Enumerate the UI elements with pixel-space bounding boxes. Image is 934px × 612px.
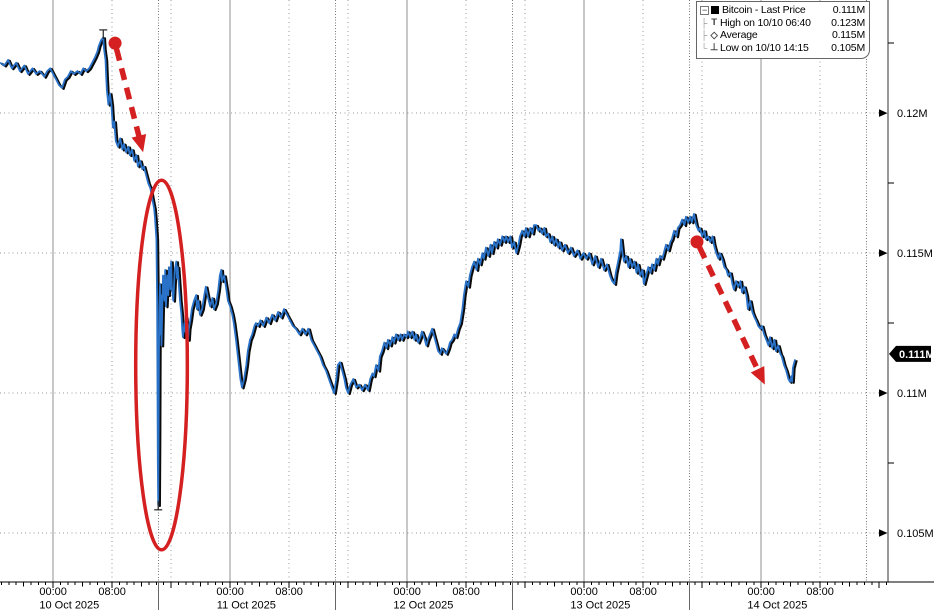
high-low-markers (99, 29, 163, 511)
average-marker-icon: ◇ (710, 29, 718, 41)
decline-arrow-annotation (690, 235, 765, 385)
last-price-badge-label: 0.111M (899, 349, 934, 361)
legend-item-label: Low on 10/10 14:15 (720, 41, 809, 54)
y-tick-label: 0.11M (897, 388, 927, 400)
legend-item-average[interactable]: ├ ◇ Average 0.115M (700, 29, 865, 42)
crash-arrow-annotation (108, 36, 147, 153)
x-time-label: 00:00 (393, 586, 421, 598)
legend-item-value: 0.105M (831, 41, 865, 54)
legend-item-last-price[interactable]: − Bitcoin - Last Price 0.111M (700, 4, 865, 17)
x-time-label: 00:00 (747, 586, 775, 598)
y-tick-label: 0.105M (897, 528, 934, 540)
x-time-label: 08:00 (98, 586, 126, 598)
crash-ellipse-annotation (133, 178, 190, 552)
x-date-label: 14 Oct 2025 (747, 600, 807, 612)
x-axis-labels: 00:00 08:00 10 Oct 2025 00:00 08:00 11 Oct 20… (0, 582, 888, 612)
x-time-label: 08:00 (275, 586, 303, 598)
legend-tree-branch: └ (700, 42, 708, 53)
y-axis-labels: 0.12M 0.115M 0.11M 0.105M (879, 42, 934, 540)
x-date-label: 13 Oct 2025 (570, 600, 630, 612)
legend-item-value: 0.123M (831, 16, 865, 29)
annotations (108, 36, 765, 552)
series-swatch-icon (711, 6, 719, 15)
axes (0, 0, 934, 583)
x-time-label: 00:00 (216, 586, 244, 598)
x-time-label: 08:00 (452, 586, 480, 598)
legend-item-low[interactable]: └ ⊥ Low on 10/10 14:15 0.105M (700, 42, 865, 55)
legend-tree-branch: ├ (700, 17, 708, 28)
x-time-label: 00:00 (570, 586, 598, 598)
x-date-label: 10 Oct 2025 (39, 600, 99, 612)
legend-item-high[interactable]: ├ T High on 10/10 06:40 0.123M (700, 17, 865, 30)
legend: − Bitcoin - Last Price 0.111M ├ T High o… (696, 1, 870, 59)
legend-item-label: Bitcoin - Last Price (722, 4, 806, 17)
x-time-label: 08:00 (806, 586, 834, 598)
legend-expander-icon[interactable]: − (700, 4, 709, 15)
x-time-label: 08:00 (629, 586, 657, 598)
legend-item-value: 0.115M (831, 29, 865, 42)
low-marker-icon: ⊥ (709, 42, 719, 54)
price-series (0, 36, 798, 508)
x-date-label: 11 Oct 2025 (217, 600, 276, 612)
high-marker-icon: T (711, 17, 717, 29)
legend-item-label: Average (720, 29, 758, 42)
y-tick-label: 0.12M (897, 108, 928, 120)
legend-tree-branch: ├ (700, 30, 708, 41)
y-tick-label: 0.115M (897, 248, 933, 260)
x-time-label: 00:00 (39, 586, 67, 598)
legend-item-value: 0.111M (832, 4, 865, 17)
last-price-badge: 0.111M (889, 345, 934, 362)
legend-item-label: High on 10/10 06:40 (720, 16, 811, 29)
x-date-label: 12 Oct 2025 (393, 600, 453, 612)
